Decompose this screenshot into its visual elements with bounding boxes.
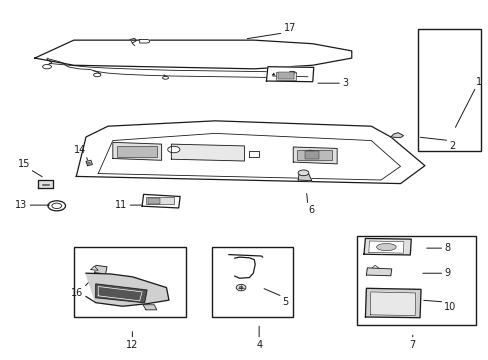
- Text: 12: 12: [126, 339, 138, 350]
- Ellipse shape: [167, 146, 180, 153]
- Polygon shape: [38, 180, 53, 188]
- Text: 15: 15: [18, 159, 30, 169]
- Polygon shape: [86, 160, 92, 166]
- Text: 14: 14: [74, 145, 86, 155]
- Bar: [356, 235, 475, 325]
- Bar: [297, 150, 331, 160]
- Text: 4: 4: [256, 339, 262, 350]
- Polygon shape: [298, 174, 311, 181]
- Ellipse shape: [93, 73, 101, 77]
- Polygon shape: [143, 305, 157, 310]
- Ellipse shape: [52, 203, 61, 208]
- Bar: [212, 247, 292, 317]
- Polygon shape: [96, 284, 147, 303]
- Text: 16: 16: [71, 288, 83, 298]
- Text: 1: 1: [475, 77, 481, 87]
- Bar: [417, 30, 480, 151]
- Ellipse shape: [87, 162, 90, 164]
- Text: 2: 2: [448, 140, 455, 150]
- Polygon shape: [95, 265, 107, 274]
- Ellipse shape: [288, 71, 296, 76]
- Ellipse shape: [162, 76, 168, 79]
- Polygon shape: [266, 67, 313, 82]
- Bar: [117, 146, 157, 157]
- Polygon shape: [368, 241, 403, 253]
- Text: 3: 3: [341, 78, 347, 88]
- Text: 13: 13: [15, 200, 27, 210]
- Polygon shape: [293, 147, 336, 164]
- Polygon shape: [171, 144, 244, 161]
- Polygon shape: [86, 273, 168, 306]
- Bar: [148, 198, 159, 204]
- Polygon shape: [113, 142, 161, 160]
- Bar: [146, 197, 174, 204]
- Text: 10: 10: [444, 302, 456, 312]
- Polygon shape: [365, 288, 420, 318]
- Text: 17: 17: [283, 23, 295, 33]
- Polygon shape: [142, 194, 180, 208]
- Bar: [276, 72, 295, 80]
- Ellipse shape: [298, 170, 308, 176]
- Polygon shape: [140, 40, 149, 43]
- Bar: [277, 72, 294, 79]
- Text: 8: 8: [444, 243, 449, 253]
- Text: 9: 9: [444, 268, 449, 278]
- Bar: [305, 151, 319, 159]
- Ellipse shape: [239, 286, 243, 289]
- Text: 7: 7: [409, 339, 415, 350]
- Polygon shape: [91, 266, 98, 270]
- Text: 6: 6: [307, 205, 313, 215]
- Polygon shape: [390, 133, 403, 138]
- Ellipse shape: [236, 284, 245, 291]
- Ellipse shape: [376, 243, 395, 251]
- Polygon shape: [363, 238, 410, 255]
- Ellipse shape: [290, 72, 294, 75]
- Polygon shape: [369, 292, 415, 316]
- Bar: [74, 247, 185, 317]
- Ellipse shape: [48, 201, 65, 211]
- Ellipse shape: [42, 64, 51, 69]
- Ellipse shape: [305, 150, 315, 156]
- Polygon shape: [366, 268, 391, 276]
- Polygon shape: [76, 121, 424, 184]
- Text: 5: 5: [282, 297, 288, 307]
- Polygon shape: [35, 40, 351, 69]
- Text: 11: 11: [115, 200, 127, 210]
